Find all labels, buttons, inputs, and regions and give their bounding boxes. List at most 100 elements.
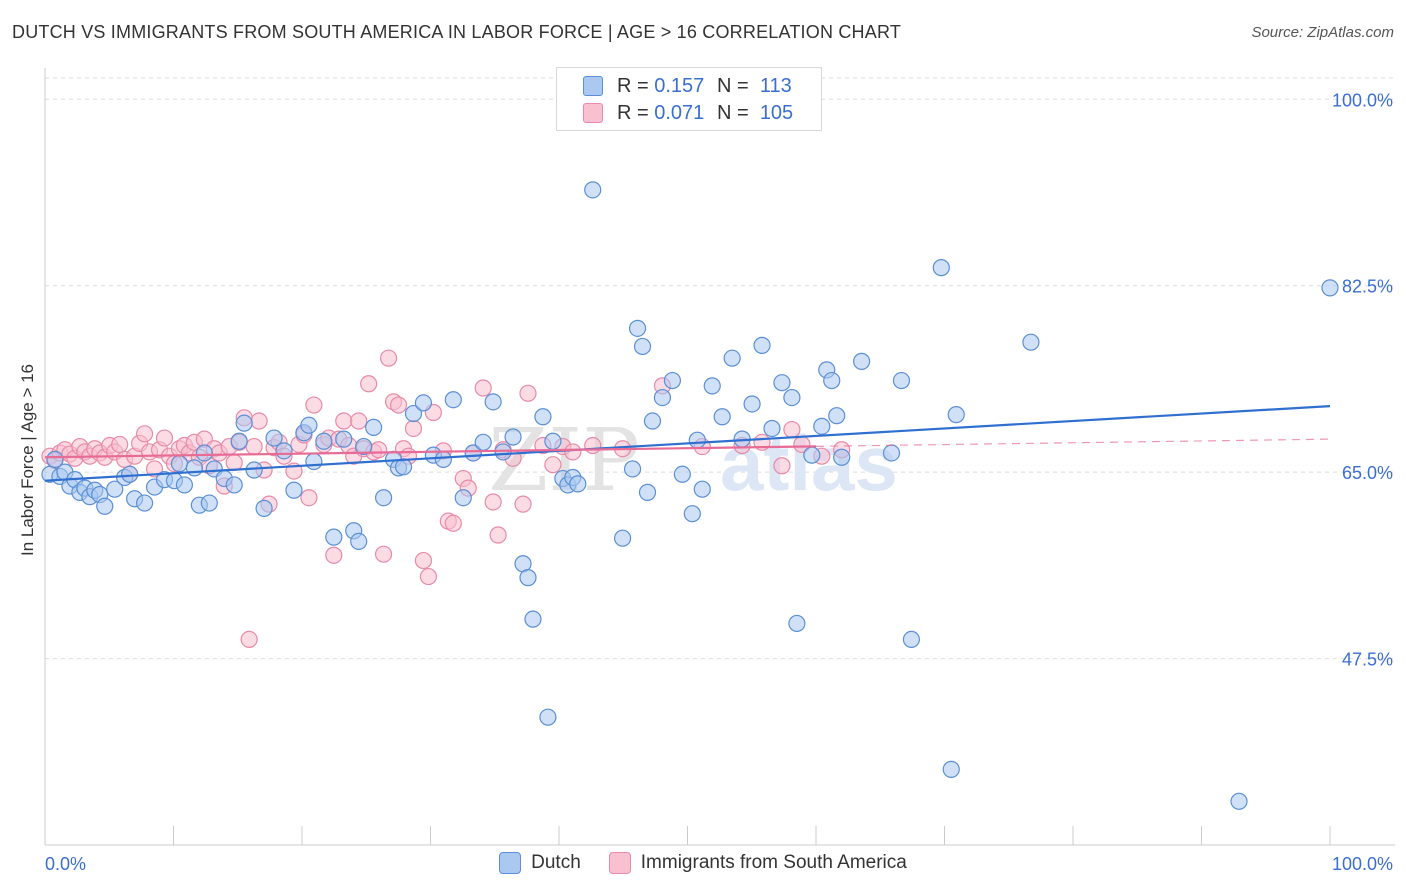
- point-dutch: [484, 393, 502, 411]
- x-tick-label-max: 100.0%: [1332, 854, 1393, 874]
- point-dutch: [753, 336, 771, 354]
- point-dutch: [763, 419, 781, 438]
- point-dutch: [255, 499, 273, 517]
- trend-line-immigrants: [44, 445, 817, 459]
- point-dutch: [614, 529, 632, 547]
- point-dutch: [275, 442, 293, 460]
- point-dutch: [833, 448, 851, 466]
- point-immigrants: [389, 396, 408, 414]
- point-dutch: [638, 483, 657, 501]
- point-dutch: [365, 418, 383, 437]
- point-immigrants: [783, 420, 801, 439]
- point-dutch: [454, 489, 472, 507]
- point-immigrants: [350, 412, 368, 430]
- point-dutch: [305, 452, 323, 471]
- point-dutch: [823, 371, 841, 390]
- point-dutch: [683, 505, 701, 523]
- point-immigrants: [135, 425, 154, 443]
- point-immigrants: [419, 567, 438, 586]
- y-tick-label: 82.5%: [1342, 277, 1393, 297]
- point-dutch: [474, 433, 492, 451]
- legend-stats: R = 0.157 N = 113 R = 0.071 N = 105: [556, 67, 822, 131]
- point-dutch: [584, 181, 602, 199]
- point-immigrants: [584, 436, 602, 455]
- r-value-immigrants: 0.071: [654, 101, 705, 124]
- r-label: R =: [617, 74, 649, 97]
- point-immigrants: [360, 375, 378, 393]
- point-dutch: [185, 459, 203, 477]
- point-dutch: [947, 406, 965, 424]
- point-dutch: [703, 377, 721, 395]
- point-dutch: [230, 432, 248, 450]
- point-dutch: [788, 614, 806, 633]
- gridlines: [45, 77, 1395, 660]
- immigrants-swatch: [608, 852, 631, 874]
- point-immigrants: [404, 419, 423, 438]
- point-dutch: [813, 417, 831, 435]
- axes: [44, 68, 1395, 846]
- point-dutch: [170, 455, 189, 473]
- point-immigrants: [305, 396, 323, 414]
- point-dutch: [355, 437, 373, 456]
- r-value-dutch: 0.157: [654, 74, 705, 97]
- point-dutch: [902, 630, 921, 649]
- trend-line-immigrants-extension: [815, 438, 1331, 447]
- point-dutch: [414, 394, 433, 412]
- point-immigrants: [245, 437, 263, 456]
- legend-row-dutch: R = 0.157 N = 113: [583, 74, 792, 98]
- point-immigrants: [370, 441, 388, 459]
- series-dutch-points: [41, 181, 1339, 810]
- dutch-swatch: [583, 76, 603, 96]
- legend-item-dutch[interactable]: Dutch: [499, 852, 581, 874]
- y-tick-label: 100.0%: [1332, 90, 1393, 110]
- point-immigrants: [514, 495, 532, 513]
- point-dutch: [175, 476, 194, 494]
- point-dutch: [106, 480, 124, 498]
- point-dutch: [942, 760, 960, 778]
- point-immigrants: [300, 489, 318, 507]
- point-dutch: [828, 407, 846, 425]
- point-dutch: [374, 489, 393, 507]
- point-immigrants: [474, 379, 492, 397]
- point-immigrants: [225, 453, 243, 472]
- point-dutch: [932, 259, 950, 277]
- tick-labels: 47.5% 65.0% 82.5% 100.0% 0.0% 100.0%: [45, 90, 1393, 874]
- point-dutch: [245, 461, 263, 479]
- point-dutch: [1022, 333, 1040, 351]
- n-value-dutch: 113: [759, 74, 792, 97]
- point-dutch: [853, 352, 871, 370]
- legend-label-dutch: Dutch: [531, 852, 581, 873]
- point-dutch: [693, 480, 711, 498]
- point-dutch: [773, 374, 791, 392]
- point-dutch: [265, 429, 283, 447]
- point-dutch: [519, 569, 537, 587]
- point-immigrants: [414, 551, 433, 570]
- point-immigrants: [564, 443, 582, 461]
- point-dutch: [285, 481, 303, 499]
- point-dutch: [892, 371, 911, 390]
- point-dutch: [444, 391, 462, 409]
- source-label: Source: ZipAtlas.com: [1251, 24, 1394, 41]
- point-dutch: [534, 408, 552, 426]
- point-dutch: [643, 412, 662, 430]
- point-dutch: [882, 444, 901, 462]
- point-dutch: [200, 494, 218, 512]
- point-dutch: [1230, 792, 1248, 810]
- point-dutch: [633, 337, 652, 356]
- point-dutch: [688, 431, 706, 449]
- trend-lines: [44, 405, 1331, 482]
- y-tick-label: 47.5%: [1342, 650, 1393, 670]
- point-dutch: [569, 475, 587, 493]
- point-dutch: [315, 432, 333, 450]
- point-dutch: [544, 432, 562, 450]
- point-dutch: [46, 450, 64, 468]
- point-dutch: [803, 446, 821, 464]
- point-immigrants: [374, 545, 393, 563]
- point-dutch: [504, 428, 522, 446]
- legend-item-immigrants[interactable]: Immigrants from South America: [608, 852, 907, 874]
- n-value-immigrants: 105: [759, 101, 794, 124]
- point-dutch: [235, 414, 253, 432]
- immigrants-swatch: [583, 103, 603, 123]
- point-immigrants: [240, 630, 258, 649]
